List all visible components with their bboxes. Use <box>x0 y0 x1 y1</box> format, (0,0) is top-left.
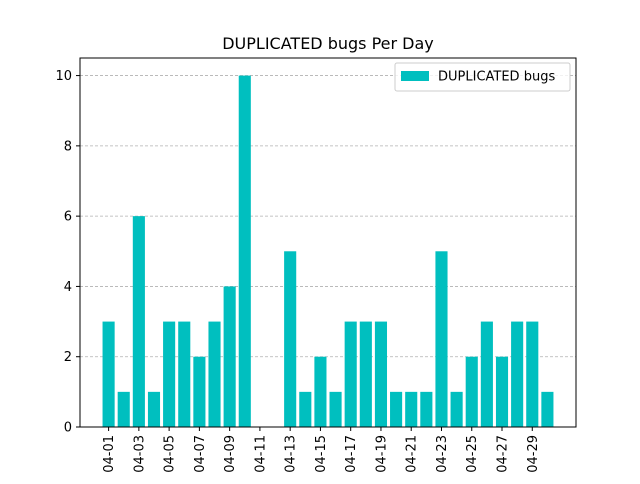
bar-04-25 <box>465 356 478 427</box>
x-tick-label: 04-27 <box>496 435 511 473</box>
legend-box <box>394 62 571 92</box>
x-tick-label: 04-19 <box>374 435 389 473</box>
bar-04-04 <box>147 391 161 427</box>
bar-04-05 <box>163 321 176 427</box>
bar-04-02 <box>117 391 130 427</box>
bar-04-29 <box>526 321 539 427</box>
bar-04-30 <box>541 391 554 427</box>
bar-04-01 <box>102 321 115 427</box>
bar-04-10 <box>238 75 251 428</box>
y-tick-label: 6 <box>64 210 72 225</box>
bar-04-06 <box>178 321 191 427</box>
x-tick-label: 04-15 <box>314 435 329 473</box>
bar-04-19 <box>374 321 388 427</box>
y-axis-ticks: 0 2 4 6 8 10 <box>55 69 80 436</box>
x-tick-label: 04-13 <box>284 435 299 473</box>
bar-04-17 <box>344 321 357 427</box>
x-axis-ticks: 04-01 04-03 04-05 04-07 04-09 04-11 04-13 04-15… <box>102 427 541 473</box>
bar-04-16 <box>329 391 342 427</box>
y-tick-label: 2 <box>64 350 72 365</box>
y-tick-label: 8 <box>64 139 72 154</box>
bar-04-28 <box>511 321 524 427</box>
legend: DUPLICATED bugs <box>394 62 571 92</box>
x-tick-label: 04-21 <box>405 435 420 473</box>
legend-label: DUPLICATED bugs <box>438 70 555 85</box>
bar-04-27 <box>495 356 509 427</box>
x-tick-label: 04-03 <box>132 435 147 473</box>
x-tick-label: 04-29 <box>526 435 541 473</box>
x-tick-label: 04-11 <box>253 435 268 473</box>
plot-frame <box>79 57 577 428</box>
x-tick-label: 04-07 <box>193 435 208 473</box>
x-tick-label: 04-23 <box>435 435 450 473</box>
bar-04-09 <box>223 286 236 427</box>
bar-04-08 <box>208 321 221 427</box>
bar-04-15 <box>314 356 327 427</box>
bar-04-24 <box>450 391 463 427</box>
bar-04-20 <box>390 391 403 427</box>
x-tick-label: 04-09 <box>223 435 238 473</box>
x-tick-label: 04-25 <box>465 435 480 473</box>
y-tick-label: 10 <box>55 69 72 84</box>
bar-04-13 <box>284 251 297 427</box>
y-tick-label: 0 <box>64 421 72 436</box>
bar-04-18 <box>359 321 372 427</box>
bar-04-14 <box>299 391 312 427</box>
chart-title: DUPLICATED bugs Per Day <box>222 34 434 53</box>
x-tick-label: 04-17 <box>344 435 359 473</box>
bar-04-22 <box>420 391 433 427</box>
bar-04-03 <box>132 216 145 427</box>
x-tick-label: 04-05 <box>163 435 178 473</box>
legend-swatch <box>401 71 429 81</box>
y-tick-label: 4 <box>64 280 72 295</box>
bar-04-21 <box>405 391 418 427</box>
bar-04-26 <box>480 321 493 427</box>
x-tick-label: 04-01 <box>102 435 117 473</box>
bars <box>102 75 554 428</box>
bar-04-07 <box>193 356 206 427</box>
bar-04-23 <box>435 251 448 427</box>
